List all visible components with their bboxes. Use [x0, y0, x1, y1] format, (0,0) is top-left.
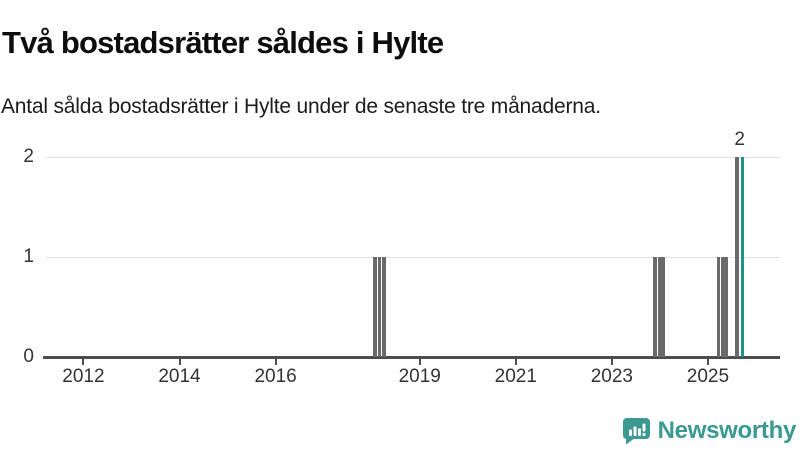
chart-subtitle: Antal sålda bostadsrätter i Hylte under … — [1, 95, 601, 118]
brand-name: Newsworthy — [657, 417, 797, 444]
x-axis-line — [43, 356, 780, 359]
y-axis-label: 1 — [23, 246, 34, 267]
chart-bar-highlighted — [740, 157, 745, 357]
x-axis-tick — [514, 359, 517, 365]
chart-bar — [373, 257, 377, 357]
chart-bar — [720, 257, 725, 357]
x-axis-tick-label: 2025 — [686, 366, 730, 387]
x-axis-tick — [82, 359, 85, 365]
footer-brand: Newsworthy — [622, 417, 796, 445]
chart-bar — [735, 157, 740, 357]
chart-bar — [661, 257, 666, 357]
x-axis-tick — [178, 359, 181, 365]
y-axis-label: 0 — [23, 346, 34, 367]
chart-bar — [382, 257, 386, 357]
chart-bar — [716, 257, 721, 357]
chart-bar — [657, 257, 662, 357]
x-axis-tick-label: 2019 — [398, 366, 441, 387]
gridline-y-2 — [45, 156, 780, 158]
x-axis-tick-label: 2021 — [494, 366, 537, 387]
x-axis-tick-label: 2014 — [158, 366, 201, 387]
x-axis-tick — [706, 359, 709, 365]
chart-title: Två bostadsrätter såldes i Hylte — [2, 24, 444, 60]
x-axis-tick — [418, 359, 421, 365]
newsworthy-logo-icon — [622, 417, 651, 445]
gridline-y-1 — [45, 256, 780, 258]
chart-bar — [377, 257, 382, 357]
bar-value-label: 2 — [734, 129, 745, 150]
x-axis-tick — [610, 359, 613, 365]
chart-bar — [653, 257, 658, 357]
y-axis-label: 2 — [23, 146, 34, 167]
x-axis-tick-label: 2023 — [590, 366, 633, 387]
chart-bar — [724, 257, 729, 357]
x-axis-tick — [274, 359, 277, 365]
x-axis-tick-label: 2012 — [62, 366, 105, 387]
x-axis-tick-label: 2016 — [254, 366, 297, 387]
